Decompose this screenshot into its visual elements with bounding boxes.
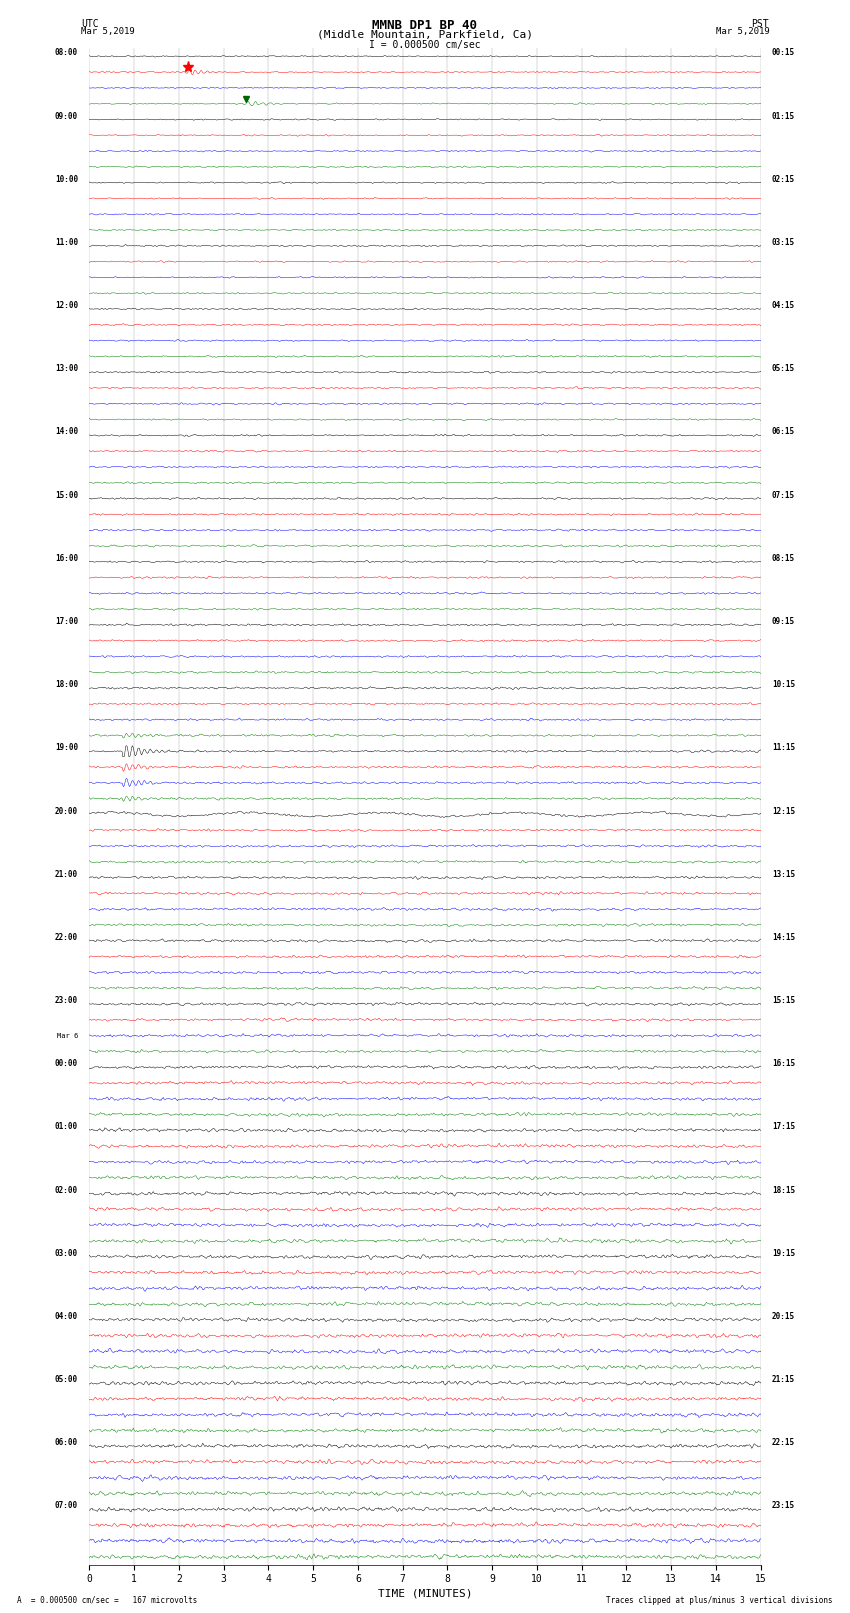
Text: 00:00: 00:00 bbox=[55, 1060, 78, 1068]
Text: 12:00: 12:00 bbox=[55, 302, 78, 310]
Text: 23:00: 23:00 bbox=[55, 997, 78, 1005]
Text: 00:15: 00:15 bbox=[772, 48, 795, 58]
Text: Mar 5,2019: Mar 5,2019 bbox=[716, 27, 769, 37]
Text: 19:00: 19:00 bbox=[55, 744, 78, 752]
Text: 20:00: 20:00 bbox=[55, 806, 78, 816]
Text: 07:00: 07:00 bbox=[55, 1502, 78, 1510]
Text: 10:00: 10:00 bbox=[55, 174, 78, 184]
Text: 04:15: 04:15 bbox=[772, 302, 795, 310]
Text: 06:15: 06:15 bbox=[772, 427, 795, 437]
Text: Mar 5,2019: Mar 5,2019 bbox=[81, 27, 134, 37]
Text: 04:00: 04:00 bbox=[55, 1311, 78, 1321]
Text: 15:15: 15:15 bbox=[772, 997, 795, 1005]
Text: 22:00: 22:00 bbox=[55, 932, 78, 942]
Text: 22:15: 22:15 bbox=[772, 1439, 795, 1447]
Text: 21:15: 21:15 bbox=[772, 1374, 795, 1384]
Text: 17:15: 17:15 bbox=[772, 1123, 795, 1131]
Text: 14:00: 14:00 bbox=[55, 427, 78, 437]
Text: 11:15: 11:15 bbox=[772, 744, 795, 752]
Text: I = 0.000500 cm/sec: I = 0.000500 cm/sec bbox=[369, 39, 481, 50]
Text: 08:00: 08:00 bbox=[55, 48, 78, 58]
Text: 05:15: 05:15 bbox=[772, 365, 795, 373]
Text: 09:00: 09:00 bbox=[55, 111, 78, 121]
Text: 23:15: 23:15 bbox=[772, 1502, 795, 1510]
Text: PST: PST bbox=[751, 18, 769, 29]
Text: 02:15: 02:15 bbox=[772, 174, 795, 184]
Text: 18:15: 18:15 bbox=[772, 1186, 795, 1195]
Text: 08:15: 08:15 bbox=[772, 553, 795, 563]
Text: 12:15: 12:15 bbox=[772, 806, 795, 816]
Text: 11:00: 11:00 bbox=[55, 239, 78, 247]
Text: 02:00: 02:00 bbox=[55, 1186, 78, 1195]
Text: Mar 6: Mar 6 bbox=[57, 1032, 78, 1039]
Text: 06:00: 06:00 bbox=[55, 1439, 78, 1447]
Text: 03:00: 03:00 bbox=[55, 1248, 78, 1258]
Text: 13:15: 13:15 bbox=[772, 869, 795, 879]
Text: 13:00: 13:00 bbox=[55, 365, 78, 373]
Text: 16:15: 16:15 bbox=[772, 1060, 795, 1068]
Text: 18:00: 18:00 bbox=[55, 681, 78, 689]
Text: 14:15: 14:15 bbox=[772, 932, 795, 942]
Text: 07:15: 07:15 bbox=[772, 490, 795, 500]
Text: 20:15: 20:15 bbox=[772, 1311, 795, 1321]
Text: 01:15: 01:15 bbox=[772, 111, 795, 121]
X-axis label: TIME (MINUTES): TIME (MINUTES) bbox=[377, 1589, 473, 1598]
Text: 01:00: 01:00 bbox=[55, 1123, 78, 1131]
Text: 19:15: 19:15 bbox=[772, 1248, 795, 1258]
Text: 17:00: 17:00 bbox=[55, 618, 78, 626]
Text: 10:15: 10:15 bbox=[772, 681, 795, 689]
Text: Traces clipped at plus/minus 3 vertical divisions: Traces clipped at plus/minus 3 vertical … bbox=[606, 1595, 833, 1605]
Text: 16:00: 16:00 bbox=[55, 553, 78, 563]
Text: UTC: UTC bbox=[81, 18, 99, 29]
Text: MMNB DP1 BP 40: MMNB DP1 BP 40 bbox=[372, 18, 478, 32]
Text: 03:15: 03:15 bbox=[772, 239, 795, 247]
Text: 09:15: 09:15 bbox=[772, 618, 795, 626]
Text: 15:00: 15:00 bbox=[55, 490, 78, 500]
Text: 05:00: 05:00 bbox=[55, 1374, 78, 1384]
Text: 21:00: 21:00 bbox=[55, 869, 78, 879]
Text: (Middle Mountain, Parkfield, Ca): (Middle Mountain, Parkfield, Ca) bbox=[317, 29, 533, 39]
Text: A  = 0.000500 cm/sec =   167 microvolts: A = 0.000500 cm/sec = 167 microvolts bbox=[17, 1595, 197, 1605]
